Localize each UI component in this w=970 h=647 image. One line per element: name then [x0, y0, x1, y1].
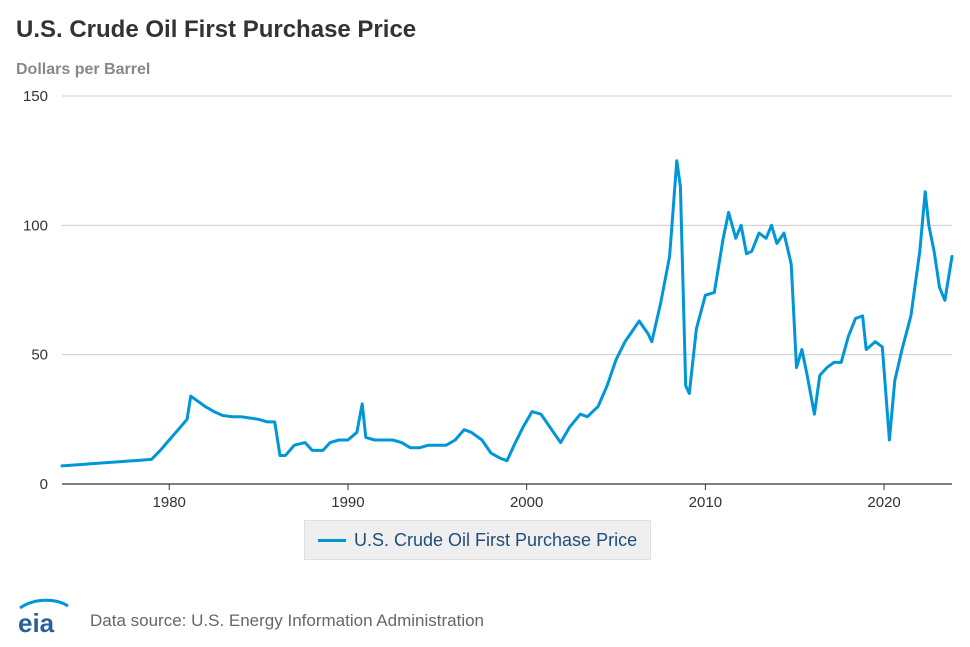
eia-logo: eia — [18, 598, 69, 636]
series-line-0[interactable] — [60, 159, 954, 468]
y-tick-label-100: 100 — [23, 217, 48, 234]
legend[interactable]: U.S. Crude Oil First Purchase Price — [304, 520, 652, 560]
chart-title: U.S. Crude Oil First Purchase Price — [16, 16, 417, 43]
y-tick-label-50: 50 — [31, 347, 48, 364]
x-tick-label-2010: 2010 — [689, 494, 722, 511]
data-source-note: Data source: U.S. Energy Information Adm… — [90, 611, 485, 630]
x-tick-labels: 1980 1990 2000 2010 2020 — [153, 494, 901, 511]
legend-swatch — [318, 538, 346, 542]
x-tick-label-2000: 2000 — [510, 494, 543, 511]
x-tick-label-1990: 1990 — [331, 494, 364, 511]
x-tick-label-1980: 1980 — [153, 494, 186, 511]
y-tick-labels: 0 50 100 150 — [23, 88, 48, 493]
legend-label: U.S. Crude Oil First Purchase Price — [354, 529, 638, 550]
x-tick-label-2020: 2020 — [867, 494, 900, 511]
chart-subtitle: Dollars per Barrel — [16, 61, 151, 78]
line-chart: 0 50 100 150 1980 1990 2000 2010 2020 — [23, 88, 954, 511]
series-layer — [60, 159, 954, 468]
y-tick-label-150: 150 — [23, 88, 48, 105]
y-tick-label-0: 0 — [40, 476, 48, 493]
grid-lines — [62, 95, 952, 490]
logo-text: eia — [18, 608, 55, 636]
